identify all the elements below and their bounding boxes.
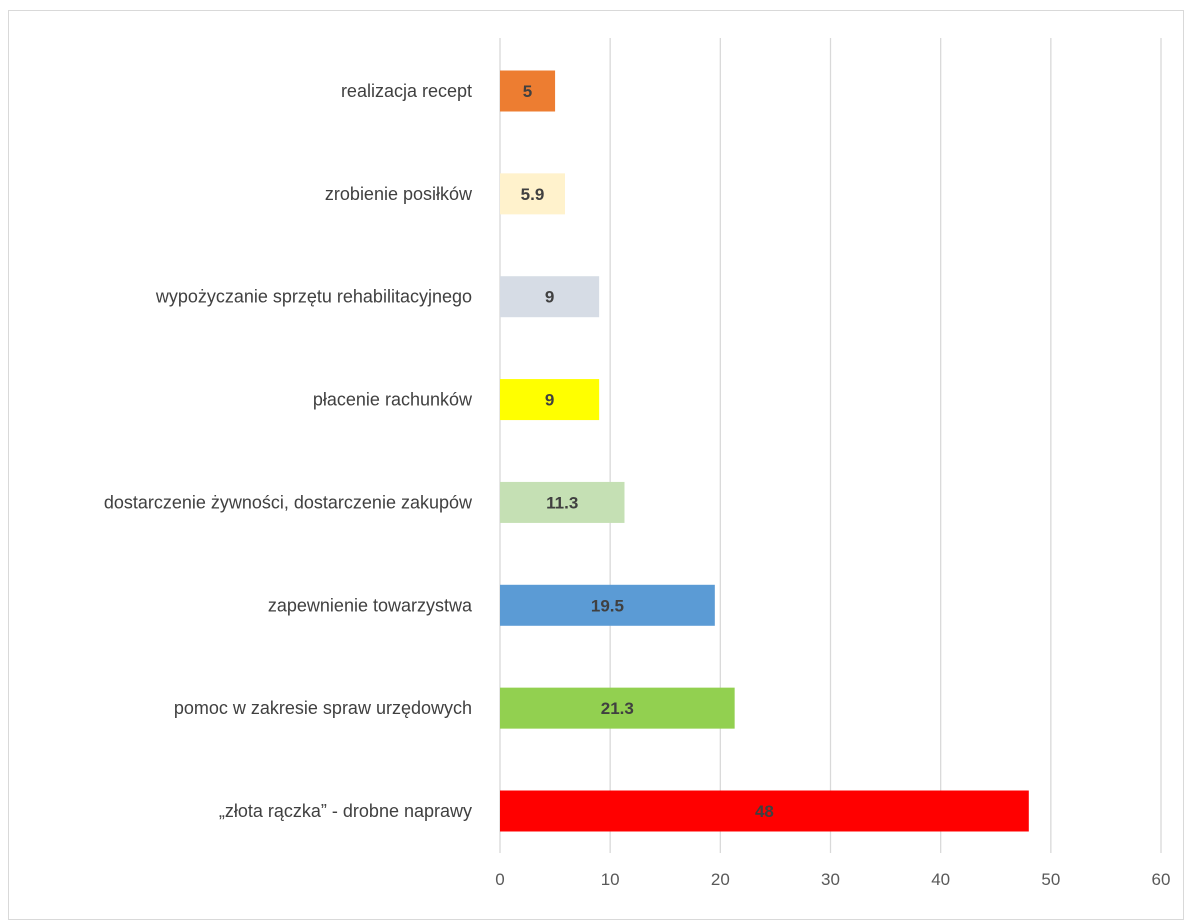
x-tick-label-0: 0 bbox=[495, 870, 504, 889]
category-label-2: wypożyczanie sprzętu rehabilitacyjnego bbox=[155, 287, 472, 307]
category-label-5: zapewnienie towarzystwa bbox=[268, 595, 473, 615]
data-label-7: 48 bbox=[755, 802, 774, 821]
data-label-0: 5 bbox=[523, 82, 532, 101]
bar-5 bbox=[500, 584, 715, 626]
data-label-3: 9 bbox=[545, 391, 554, 410]
category-label-6: pomoc w zakresie spraw urzędowych bbox=[174, 698, 472, 718]
x-tick-label-40: 40 bbox=[931, 870, 950, 889]
bar-3 bbox=[500, 379, 600, 421]
data-label-1: 5.9 bbox=[521, 185, 545, 204]
data-label-6: 21.3 bbox=[601, 699, 634, 718]
bar-4 bbox=[500, 481, 625, 523]
category-label-0: realizacja recept bbox=[341, 81, 472, 101]
category-label-4: dostarczenie żywności, dostarczenie zaku… bbox=[104, 492, 473, 512]
category-label-3: płacenie rachunków bbox=[313, 390, 473, 410]
data-label-2: 9 bbox=[545, 288, 554, 307]
bar-7 bbox=[500, 790, 1029, 832]
chart-frame bbox=[8, 10, 1184, 920]
x-tick-label-30: 30 bbox=[821, 870, 840, 889]
bar-0 bbox=[500, 70, 556, 112]
category-label-7: „złota rączka” - drobne naprawy bbox=[219, 801, 472, 821]
category-label-1: zrobienie posiłków bbox=[325, 184, 473, 204]
x-tick-label-10: 10 bbox=[601, 870, 620, 889]
x-tick-label-50: 50 bbox=[1041, 870, 1060, 889]
data-label-5: 19.5 bbox=[591, 596, 624, 615]
x-tick-label-60: 60 bbox=[1152, 870, 1171, 889]
bar-1 bbox=[500, 173, 565, 215]
x-tick-label-20: 20 bbox=[711, 870, 730, 889]
bar-2 bbox=[500, 276, 600, 318]
data-label-4: 11.3 bbox=[546, 493, 578, 512]
bar-6 bbox=[500, 687, 735, 729]
